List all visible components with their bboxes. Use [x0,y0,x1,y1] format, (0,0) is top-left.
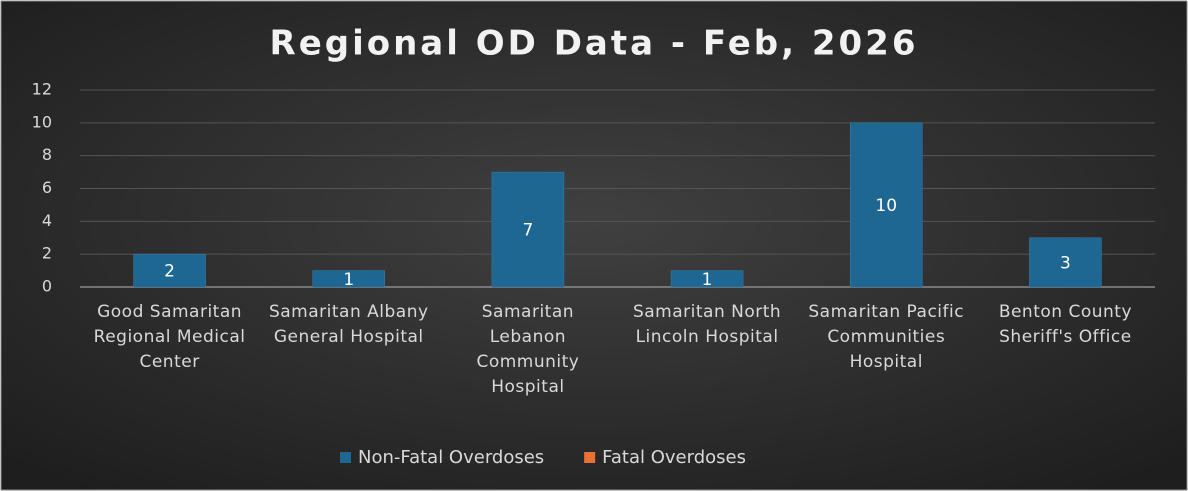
data-label: 10 [875,196,897,216]
bar [1029,237,1102,288]
data-label: 3 [1060,253,1071,273]
legend-swatch [340,452,351,463]
legend-label: Non-Fatal Overdoses [358,447,544,468]
y-tick-label: 10 [32,112,52,131]
x-tick-label: Samaritan Albany General Hospital [268,302,429,347]
y-tick-label: 8 [42,145,52,164]
bar [312,270,385,288]
x-tick-label: Samaritan Pacific Communities Hospital [808,302,965,372]
bar [670,270,744,288]
legend-label: Fatal Overdoses [602,447,746,468]
data-label: 2 [164,262,175,282]
x-tick-label: Samaritan North Lincoln Hospital [632,302,782,347]
x-tick-label: Samaritan Lebanon Community Hospital [476,302,580,397]
y-tick-label: 4 [42,211,52,230]
data-label: 7 [523,221,534,241]
y-tick-label: 0 [42,277,52,296]
chart-title: Regional OD Data - Feb, 2026 [270,24,919,64]
y-tick-label: 2 [42,244,52,263]
y-tick-label: 12 [32,80,52,99]
bar [133,253,206,288]
bar [850,122,923,288]
x-tick-label: Benton County Sheriff's Office [998,302,1132,347]
legend-swatch [584,452,596,463]
y-tick-label: 6 [42,178,52,197]
data-label: 1 [702,270,713,290]
bar [491,171,565,288]
x-tick-label: Good Samaritan Regional Medical Center [93,302,246,372]
data-label: 1 [343,270,354,290]
